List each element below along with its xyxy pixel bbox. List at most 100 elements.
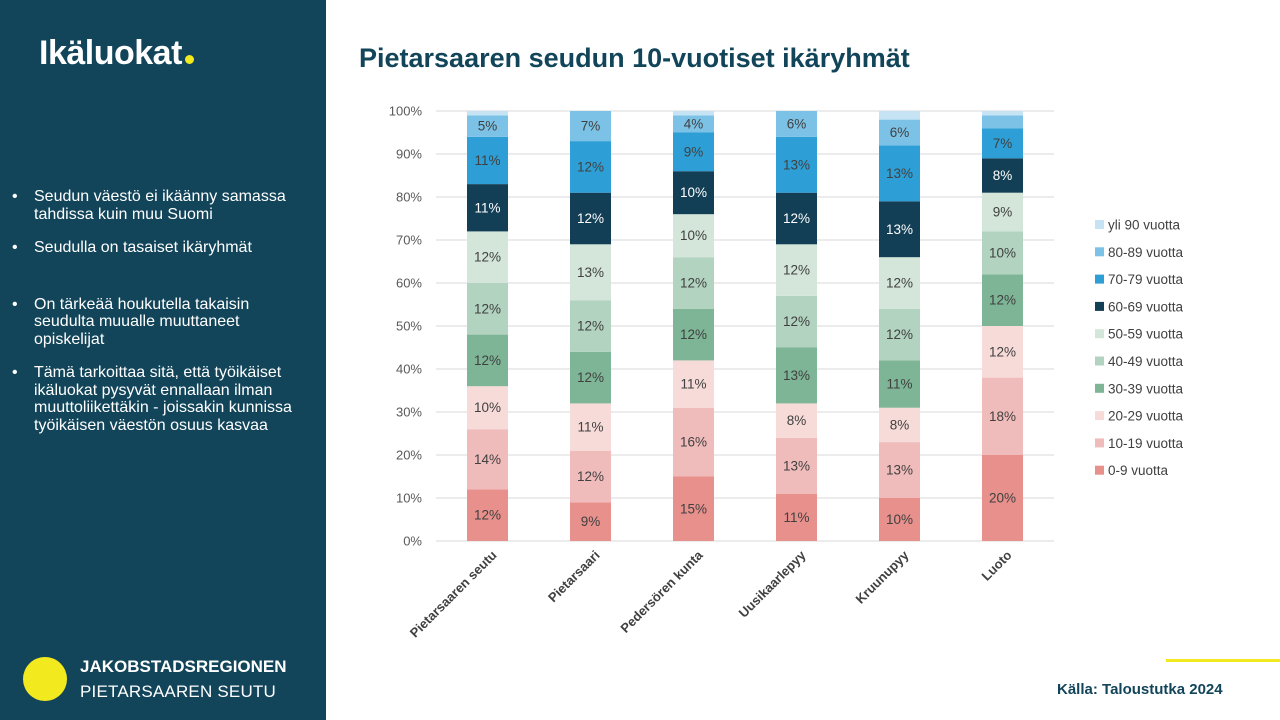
legend-label: 40-49 vuotta (1108, 354, 1184, 369)
bar-segment (673, 257, 714, 309)
bar-segment (879, 407, 920, 443)
bar-segment (982, 274, 1023, 326)
data-label: 12% (783, 211, 810, 226)
bar-segment (673, 132, 714, 172)
data-label: 10% (989, 245, 1016, 260)
bar-segment (776, 493, 817, 541)
legend-swatch (1095, 465, 1104, 475)
bar-segment (673, 214, 714, 258)
data-label: 18% (989, 409, 1016, 424)
data-label: 12% (886, 327, 913, 342)
data-label: 4% (684, 116, 704, 131)
bar-segment (570, 502, 611, 541)
legend-label: 80-89 vuotta (1108, 245, 1184, 260)
data-label: 15% (680, 501, 707, 516)
data-label: 11% (680, 377, 706, 392)
bullet-item: Tämä tarkoittaa sitä, että työikäiset ik… (12, 364, 312, 434)
bar-segment (673, 171, 714, 215)
data-label: 9% (993, 205, 1013, 220)
legend-swatch (1095, 329, 1104, 339)
data-label: 12% (783, 263, 810, 278)
data-label: 13% (783, 368, 810, 383)
bullet-item: On tärkeää houkutella takaisin seudulta … (12, 296, 312, 349)
x-category-label: Kruunupyy (852, 547, 912, 607)
bar-segment (776, 347, 817, 404)
data-label: 10% (680, 185, 707, 200)
bullet-item: Seudulla on tasaiset ikäryhmät (12, 239, 312, 257)
data-label: 12% (783, 314, 810, 329)
source-accent-line (1166, 659, 1280, 662)
legend-label: 50-59 vuotta (1108, 327, 1184, 342)
data-label: 16% (680, 435, 707, 450)
bar-segment (879, 201, 920, 258)
data-label: 12% (577, 211, 604, 226)
bar-segment (673, 360, 714, 408)
bar-segment (467, 334, 508, 387)
bar-segment (776, 403, 817, 438)
bullet-item: Seudun väestö ei ikäänny samassa tahdiss… (12, 188, 312, 223)
legend-swatch (1095, 220, 1104, 229)
legend-label: 60-69 vuotta (1108, 299, 1184, 314)
data-label: 11% (474, 200, 500, 215)
bar-segment (467, 111, 508, 116)
data-label: 10% (680, 228, 707, 243)
data-label: 12% (680, 276, 707, 291)
data-label: 12% (680, 327, 707, 342)
bar-segment (467, 429, 508, 490)
bar-segment (982, 111, 1023, 116)
legend-label: 0-9 vuotta (1108, 463, 1169, 478)
legend-swatch (1095, 438, 1104, 448)
bar-segment (982, 231, 1023, 275)
bar-segment (879, 145, 920, 202)
data-label: 11% (886, 377, 912, 392)
y-tick-label: 10% (396, 491, 422, 506)
data-label: 20% (989, 491, 1016, 506)
bar-segment (570, 403, 611, 451)
data-label: 10% (886, 512, 913, 527)
data-label: 12% (577, 319, 604, 334)
bar-segment (673, 111, 714, 116)
logo-text-secondary: PIETARSAAREN SEUTU (80, 682, 276, 701)
y-tick-label: 40% (396, 362, 422, 377)
y-tick-label: 80% (396, 190, 422, 205)
bar-segment (673, 407, 714, 477)
legend-label: yli 90 vuotta (1108, 218, 1181, 233)
logo-text-primary: JAKOBSTADSREGIONEN (80, 657, 287, 676)
y-tick-label: 20% (396, 448, 422, 463)
data-label: 13% (577, 265, 604, 280)
y-tick-label: 30% (396, 405, 422, 420)
bar-segment (467, 136, 508, 185)
data-label: 9% (581, 514, 601, 529)
data-label: 6% (890, 125, 910, 140)
y-tick-label: 70% (396, 233, 422, 248)
y-tick-label: 100% (389, 104, 423, 119)
data-label: 13% (886, 222, 913, 237)
bar-segment (982, 192, 1023, 232)
data-label: 13% (783, 157, 810, 172)
legend-swatch (1095, 356, 1104, 366)
bar-segment (467, 231, 508, 283)
sidebar-title: Ikäluokat (39, 34, 194, 73)
data-label: 12% (474, 508, 501, 523)
data-label: 13% (886, 463, 913, 478)
bar-segment (982, 115, 1023, 129)
bar-segment (879, 111, 920, 120)
x-category-label: Pedersören kunta (617, 547, 706, 636)
data-label: 14% (474, 452, 501, 467)
data-label: 7% (581, 119, 601, 134)
data-label: 6% (787, 116, 807, 131)
source-label: Källa: Taloustutka 2024 (1057, 681, 1223, 698)
data-label: 12% (577, 370, 604, 385)
data-label: 13% (783, 458, 810, 473)
legend-label: 20-29 vuotta (1108, 409, 1184, 424)
legend-swatch (1095, 383, 1104, 393)
bar-segment (776, 437, 817, 494)
logo-circle-icon (23, 657, 67, 701)
bar-segment (673, 476, 714, 541)
data-label: 12% (577, 159, 604, 174)
sidebar: Ikäluokat Seudun väestö ei ikäänny samas… (0, 0, 326, 720)
x-category-label: Luoto (978, 547, 1014, 583)
legend-label: 70-79 vuotta (1108, 272, 1184, 287)
legend-swatch (1095, 301, 1104, 311)
bar-segment (982, 326, 1023, 378)
